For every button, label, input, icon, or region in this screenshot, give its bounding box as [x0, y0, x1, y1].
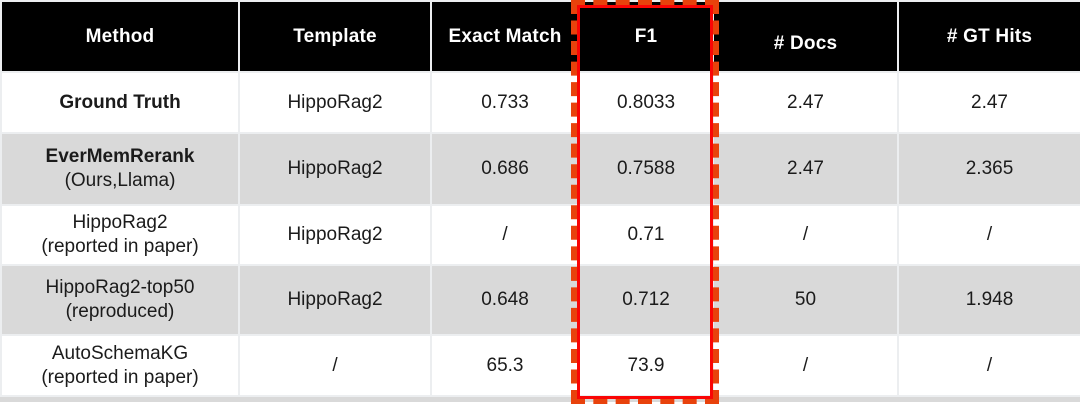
header-label-f1: F1 — [634, 25, 658, 47]
header-cell-docs: # Docs — [712, 0, 899, 73]
header-label-template: Template — [293, 25, 377, 47]
cell-exact-match: 0.686 — [430, 132, 580, 206]
cell-method: HippoRag2-top50 (reproduced) — [0, 264, 240, 336]
results-table: Method Template Exact Match F1 # Docs # … — [0, 0, 1080, 397]
table-row: Ground Truth HippoRag2 0.733 0.8033 2.47… — [0, 71, 1080, 134]
cell-docs: 50 — [712, 264, 899, 336]
header-label-exact-match: Exact Match — [448, 25, 562, 47]
cell-docs: 2.47 — [712, 71, 899, 134]
cell-exact-match: 0.733 — [430, 71, 580, 134]
cell-method: HippoRag2 (reported in paper) — [0, 204, 240, 266]
header-cell-method: Method — [0, 0, 240, 73]
header-label-gt-hits: # GT Hits — [946, 25, 1033, 47]
table-bottom-edge — [0, 397, 1080, 402]
cell-docs: / — [712, 204, 899, 266]
cell-f1: 0.8033 — [578, 71, 714, 134]
table-header-row: Method Template Exact Match F1 # Docs # … — [0, 0, 1080, 73]
method-name: HippoRag2-top50 — [45, 277, 195, 298]
cell-exact-match: / — [430, 204, 580, 266]
method-name: EverMemRerank — [45, 146, 195, 167]
header-cell-exact-match: Exact Match — [430, 0, 580, 73]
method-name: Ground Truth — [59, 91, 181, 113]
method-subtitle: (reported in paper) — [41, 236, 199, 257]
cell-method: Ground Truth — [0, 71, 240, 134]
method-subtitle: (reproduced) — [65, 301, 175, 322]
header-cell-gt-hits: # GT Hits — [897, 0, 1080, 73]
header-label-docs: # Docs — [773, 32, 838, 54]
cell-docs: 2.47 — [712, 132, 899, 206]
table-row: HippoRag2-top50 (reproduced) HippoRag2 0… — [0, 264, 1080, 336]
table-row: EverMemRerank (Ours,Llama) HippoRag2 0.6… — [0, 132, 1080, 206]
cell-gt-hits: / — [897, 334, 1080, 397]
cell-template: HippoRag2 — [238, 71, 432, 134]
cell-template: / — [238, 334, 432, 397]
header-cell-template: Template — [238, 0, 432, 73]
method-name: AutoSchemaKG — [51, 342, 189, 364]
method-subtitle: (reported in paper) — [41, 366, 199, 388]
cell-template: HippoRag2 — [238, 132, 432, 206]
cell-method: AutoSchemaKG (reported in paper) — [0, 334, 240, 397]
cell-method: EverMemRerank (Ours,Llama) — [0, 132, 240, 206]
cell-exact-match: 0.648 — [430, 264, 580, 336]
cell-template: HippoRag2 — [238, 264, 432, 336]
method-subtitle: (Ours,Llama) — [64, 170, 176, 191]
table-row: HippoRag2 (reported in paper) HippoRag2 … — [0, 204, 1080, 266]
cell-gt-hits: 2.365 — [897, 132, 1080, 206]
cell-template: HippoRag2 — [238, 204, 432, 266]
cell-f1: 73.9 — [578, 334, 714, 397]
table-row: AutoSchemaKG (reported in paper) / 65.3 … — [0, 334, 1080, 397]
header-label-method: Method — [85, 25, 155, 47]
method-name: HippoRag2 — [72, 212, 168, 233]
cell-f1: 0.712 — [578, 264, 714, 336]
cell-f1: 0.7588 — [578, 132, 714, 206]
cell-gt-hits: 1.948 — [897, 264, 1080, 336]
cell-f1: 0.71 — [578, 204, 714, 266]
cell-gt-hits: 2.47 — [897, 71, 1080, 134]
cell-exact-match: 65.3 — [430, 334, 580, 397]
cell-gt-hits: / — [897, 204, 1080, 266]
header-cell-f1: F1 — [578, 0, 714, 73]
cell-docs: / — [712, 334, 899, 397]
